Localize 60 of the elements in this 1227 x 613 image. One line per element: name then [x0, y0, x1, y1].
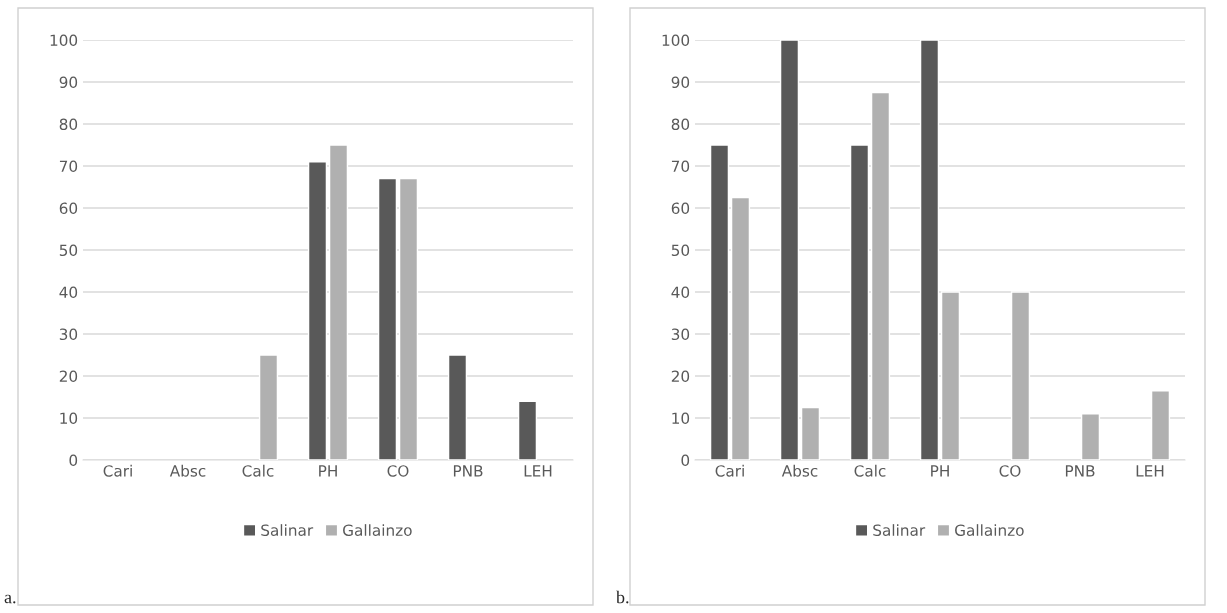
bar [1080, 413, 1101, 460]
y-tick-label: 30 [59, 328, 78, 341]
y-tick-label: 30 [671, 328, 690, 341]
y-tick-label: 40 [671, 286, 690, 299]
y-tick-label: 100 [50, 34, 78, 47]
legend-label: Salinar [873, 524, 926, 536]
y-tick-label: 70 [59, 160, 78, 173]
y-tick-label: 40 [59, 286, 78, 299]
y-tick-label: 50 [671, 244, 690, 257]
bar [447, 354, 468, 460]
bar [517, 400, 538, 460]
text: b. [616, 590, 629, 604]
x-tick-label: Cari [715, 464, 744, 477]
x-tick-label: CO [387, 465, 409, 477]
y-tick-label: 70 [671, 160, 690, 173]
x-tick-label: Calc [242, 464, 274, 477]
y-tick-label: 50 [59, 244, 78, 257]
bar [398, 177, 419, 460]
y-tick-label: 90 [671, 76, 690, 89]
y-tick-label: 20 [671, 370, 690, 383]
y-tick-label: 60 [671, 202, 690, 215]
bar [730, 196, 751, 460]
x-tick-label: LEH [1136, 465, 1164, 477]
x-tick-label: Cari [103, 464, 132, 477]
x-tick-label: Absc [169, 464, 206, 477]
bar [307, 161, 328, 460]
y-tick-label: 60 [59, 202, 78, 215]
x-tick-label: Absc [781, 464, 818, 477]
text: a. [4, 594, 16, 604]
bar [1010, 291, 1031, 460]
legend-label: Gallainzo [343, 524, 412, 536]
x-tick-label: PNB [1065, 465, 1095, 477]
x-tick-label: PH [931, 465, 949, 477]
bar [870, 91, 891, 460]
y-tick-label: 20 [59, 370, 78, 383]
x-tick-label: Calc [854, 464, 886, 477]
bar [377, 177, 398, 460]
x-tick-label: PNB [453, 465, 483, 477]
y-tick-label: 80 [59, 118, 78, 131]
x-tick-label: LEH [524, 465, 552, 477]
x-tick-label: PH [319, 465, 337, 477]
bar [919, 40, 940, 460]
y-tick-label: 10 [672, 412, 690, 425]
legend-label: Salinar [261, 524, 314, 536]
bar [779, 40, 800, 460]
bar [709, 144, 730, 460]
bar [849, 144, 870, 460]
bar [940, 291, 961, 460]
y-tick-label: 80 [671, 118, 690, 131]
bar [1150, 390, 1171, 460]
bar [800, 406, 821, 460]
bar [258, 354, 279, 460]
y-tick-label: 100 [662, 34, 690, 47]
x-tick-label: CO [999, 465, 1021, 477]
y-tick-label: 0 [69, 454, 78, 467]
y-tick-label: 10 [60, 412, 78, 425]
y-tick-label: 90 [59, 76, 78, 89]
bar [328, 144, 349, 460]
y-tick-label: 0 [681, 454, 690, 467]
legend-label: Gallainzo [955, 524, 1024, 536]
